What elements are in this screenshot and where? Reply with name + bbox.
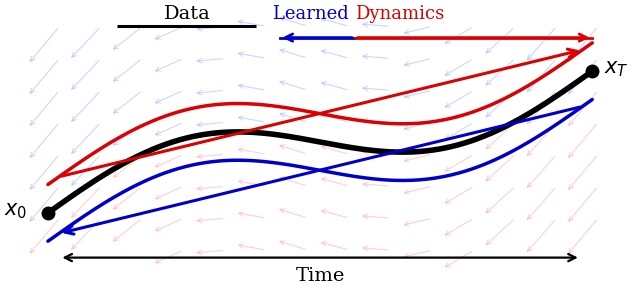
Text: Learned: Learned [273,5,355,23]
Text: $x_T$: $x_T$ [604,60,628,79]
Text: Time: Time [296,267,345,284]
Text: Data: Data [164,5,211,23]
Text: Dynamics: Dynamics [355,5,444,23]
Text: $x_0$: $x_0$ [4,201,28,221]
